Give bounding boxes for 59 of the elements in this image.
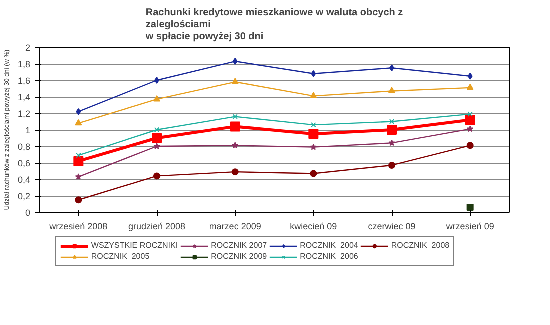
x-tick-label: wrzesień 09 — [445, 222, 494, 232]
point — [154, 143, 160, 150]
point — [75, 196, 82, 204]
point — [310, 170, 318, 178]
y-tick-label: 0,8 — [18, 142, 31, 152]
point — [310, 92, 318, 98]
point — [468, 72, 473, 80]
x-tick-label: marzec 2009 — [209, 222, 262, 232]
point — [154, 127, 160, 133]
x-tick-label: grudzień 2008 — [128, 222, 186, 232]
point — [232, 78, 239, 84]
y-tick-label: 1 — [25, 126, 31, 136]
point — [230, 122, 240, 132]
y-tick-label: 0 — [25, 208, 31, 218]
point — [311, 122, 316, 128]
point — [75, 174, 82, 180]
point — [76, 108, 82, 116]
point — [466, 84, 474, 90]
y-tick-label: 2 — [25, 43, 31, 53]
point — [232, 58, 238, 66]
y-tick-label: 1,2 — [18, 109, 31, 119]
point — [232, 168, 239, 176]
point — [74, 156, 84, 166]
point — [389, 119, 395, 124]
y-tick-label: 1,4 — [18, 92, 31, 102]
x-tick-label: czerwiec 09 — [368, 222, 416, 232]
legend-label: WSZYSTKIE ROCZNIKI — [91, 241, 178, 250]
point — [310, 144, 318, 150]
x-tick-label: wrzesień 2008 — [48, 222, 108, 232]
point — [308, 129, 319, 140]
point — [154, 77, 160, 84]
legend-label: ROCZNIK 2008 — [391, 241, 450, 250]
y-tick-label: 1,8 — [18, 60, 31, 70]
legend-label: ROCZNIK 2005 — [91, 252, 150, 261]
point — [388, 162, 396, 169]
point — [466, 142, 474, 150]
point — [154, 172, 160, 180]
x-tick-label: kwiecień 09 — [290, 222, 338, 232]
point — [388, 87, 396, 94]
point — [388, 140, 396, 146]
point — [75, 119, 82, 126]
point — [466, 126, 474, 132]
y-tick-label: 0,6 — [18, 158, 31, 168]
y-tick-label: 0,2 — [18, 192, 31, 202]
legend-label: ROCZNIK 2006 — [300, 252, 358, 261]
legend-label: ROCZNIK 2009 — [211, 252, 268, 261]
legend-label: ROCZNIK 2007 — [211, 241, 268, 250]
point — [232, 114, 238, 120]
legend-label: ROCZNIK 2004 — [300, 241, 358, 250]
point — [311, 70, 316, 78]
y-tick-label: 0,4 — [18, 175, 31, 185]
point — [465, 115, 476, 126]
point — [152, 133, 162, 144]
point — [387, 125, 397, 135]
point — [154, 96, 160, 102]
point — [466, 204, 474, 212]
y-tick-label: 1,6 — [18, 76, 31, 86]
point — [232, 142, 239, 149]
chart-title: Rachunki kredytowe mieszkaniowe w waluta obcych z zaległościami w spłacie powyżej 30 dni — [144, 7, 404, 42]
